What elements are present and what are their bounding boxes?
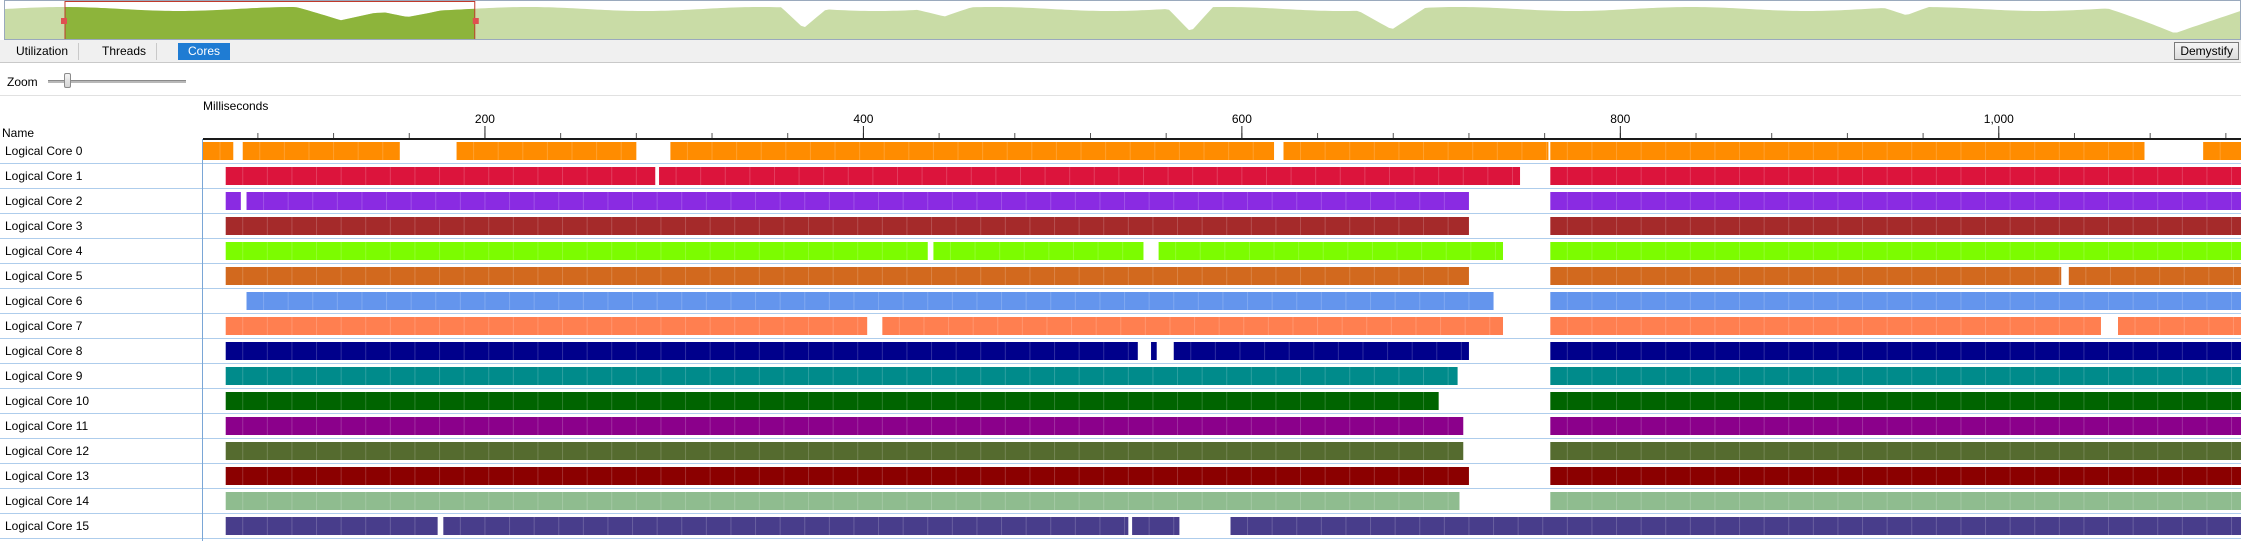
core-name-label[interactable]: Logical Core 8 (0, 339, 202, 364)
core-execution-segment[interactable] (1550, 242, 2241, 260)
tab-threads[interactable]: Threads (92, 43, 158, 60)
zoom-control: Zoom (0, 70, 2241, 92)
core-execution-segment[interactable] (225, 167, 656, 185)
core-name-label[interactable]: Logical Core 13 (0, 464, 202, 489)
core-name-label[interactable]: Logical Core 1 (0, 164, 202, 189)
tab-cores[interactable]: Cores (178, 43, 231, 60)
core-execution-segment[interactable] (225, 392, 1439, 410)
core-execution-segment[interactable] (2118, 317, 2241, 335)
core-execution-segment[interactable] (1550, 417, 2241, 435)
core-name-label[interactable]: Logical Core 3 (0, 214, 202, 239)
core-name-label[interactable]: Logical Core 0 (0, 139, 202, 164)
core-execution-segment[interactable] (1550, 317, 2101, 335)
ruler-tick-label: 400 (853, 112, 873, 126)
core-execution-segment[interactable] (443, 517, 1129, 535)
core-name-label[interactable]: Logical Core 9 (0, 364, 202, 389)
core-name-label[interactable]: Logical Core 5 (0, 264, 202, 289)
zoom-slider-track[interactable] (48, 80, 186, 83)
core-lanes[interactable] (203, 139, 2241, 541)
core-execution-segment[interactable] (1550, 342, 2241, 360)
core-execution-segment[interactable] (225, 217, 1469, 235)
timeline-header: Name 200 400 600 800 1,000 Milliseconds (0, 95, 2241, 140)
ruler-tick-label: 200 (475, 112, 495, 126)
view-toolbar: Utilization Threads Cores Demystify (0, 40, 2241, 63)
core-execution-segment[interactable] (1550, 392, 2241, 410)
core-execution-segment[interactable] (1550, 167, 2241, 185)
ruler-tick-label: 800 (1610, 112, 1630, 126)
core-execution-segment[interactable] (2068, 267, 2241, 285)
core-execution-segment[interactable] (1550, 217, 2241, 235)
core-name-label[interactable]: Logical Core 15 (0, 514, 202, 539)
core-execution-segment[interactable] (1550, 292, 2241, 310)
core-name-column: Logical Core 0 Logical Core 1 Logical Core… (0, 139, 203, 541)
core-execution-segment[interactable] (1132, 517, 1180, 535)
core-name-label[interactable]: Logical Core 4 (0, 239, 202, 264)
core-execution-segment[interactable] (1550, 367, 2241, 385)
core-execution-segment[interactable] (1550, 192, 2241, 210)
core-execution-segment[interactable] (1173, 342, 1469, 360)
core-execution-segment[interactable] (225, 442, 1464, 460)
core-name-label[interactable]: Logical Core 10 (0, 389, 202, 414)
core-execution-segment[interactable] (1158, 242, 1504, 260)
overview-area-selected (65, 7, 475, 39)
core-execution-segment[interactable] (225, 467, 1469, 485)
core-execution-segment[interactable] (225, 242, 928, 260)
core-execution-segment[interactable] (1550, 442, 2241, 460)
core-execution-segment[interactable] (225, 417, 1464, 435)
name-column-header[interactable]: Name (2, 126, 35, 140)
core-execution-segment[interactable] (1550, 467, 2241, 485)
core-execution-segment[interactable] (225, 492, 1460, 510)
core-execution-segment[interactable] (225, 367, 1458, 385)
core-execution-segment[interactable] (882, 317, 1504, 335)
time-ruler: 200 400 600 800 1,000 (203, 112, 2241, 140)
zoom-slider-thumb[interactable] (64, 73, 71, 88)
core-execution-segment[interactable] (1550, 142, 2145, 160)
core-execution-segment[interactable] (2203, 142, 2241, 160)
core-execution-segment[interactable] (933, 242, 1144, 260)
core-execution-segment[interactable] (1230, 517, 2241, 535)
core-execution-segment[interactable] (670, 142, 1275, 160)
overview-area-unselected (5, 7, 2240, 39)
overview-utilization-graph[interactable] (5, 1, 2241, 40)
ruler-tick-label: 600 (1232, 112, 1252, 126)
core-execution-segment[interactable] (1283, 142, 1549, 160)
core-name-label[interactable]: Logical Core 2 (0, 189, 202, 214)
core-execution-segment[interactable] (1550, 492, 2241, 510)
core-execution-segment[interactable] (225, 192, 241, 210)
core-execution-segment[interactable] (225, 517, 438, 535)
core-execution-segment[interactable] (246, 292, 1494, 310)
core-name-label[interactable]: Logical Core 14 (0, 489, 202, 514)
core-execution-segment[interactable] (1550, 267, 2062, 285)
core-execution-segment[interactable] (456, 142, 637, 160)
core-name-label[interactable]: Logical Core 12 (0, 439, 202, 464)
tab-utilization[interactable]: Utilization (6, 43, 80, 60)
core-execution-segment[interactable] (225, 342, 1138, 360)
core-name-label[interactable]: Logical Core 7 (0, 314, 202, 339)
selection-start-handle[interactable] (61, 18, 67, 24)
core-execution-segment[interactable] (242, 142, 400, 160)
core-name-label[interactable]: Logical Core 11 (0, 414, 202, 439)
selection-end-handle[interactable] (472, 18, 479, 24)
zoom-label: Zoom (7, 75, 38, 89)
core-name-label[interactable]: Logical Core 6 (0, 289, 202, 314)
ruler-tick-label: 1,000 (1984, 112, 2014, 126)
demystify-button[interactable]: Demystify (2174, 42, 2239, 60)
core-execution-segment[interactable] (1151, 342, 1157, 360)
ruler-unit-label: Milliseconds (203, 99, 269, 113)
core-execution-segment[interactable] (246, 192, 1469, 210)
overview-timeline[interactable] (4, 0, 2241, 40)
core-execution-segment[interactable] (203, 142, 234, 160)
core-execution-segment[interactable] (225, 267, 1469, 285)
core-execution-segment[interactable] (225, 317, 868, 335)
core-execution-segment[interactable] (659, 167, 1521, 185)
